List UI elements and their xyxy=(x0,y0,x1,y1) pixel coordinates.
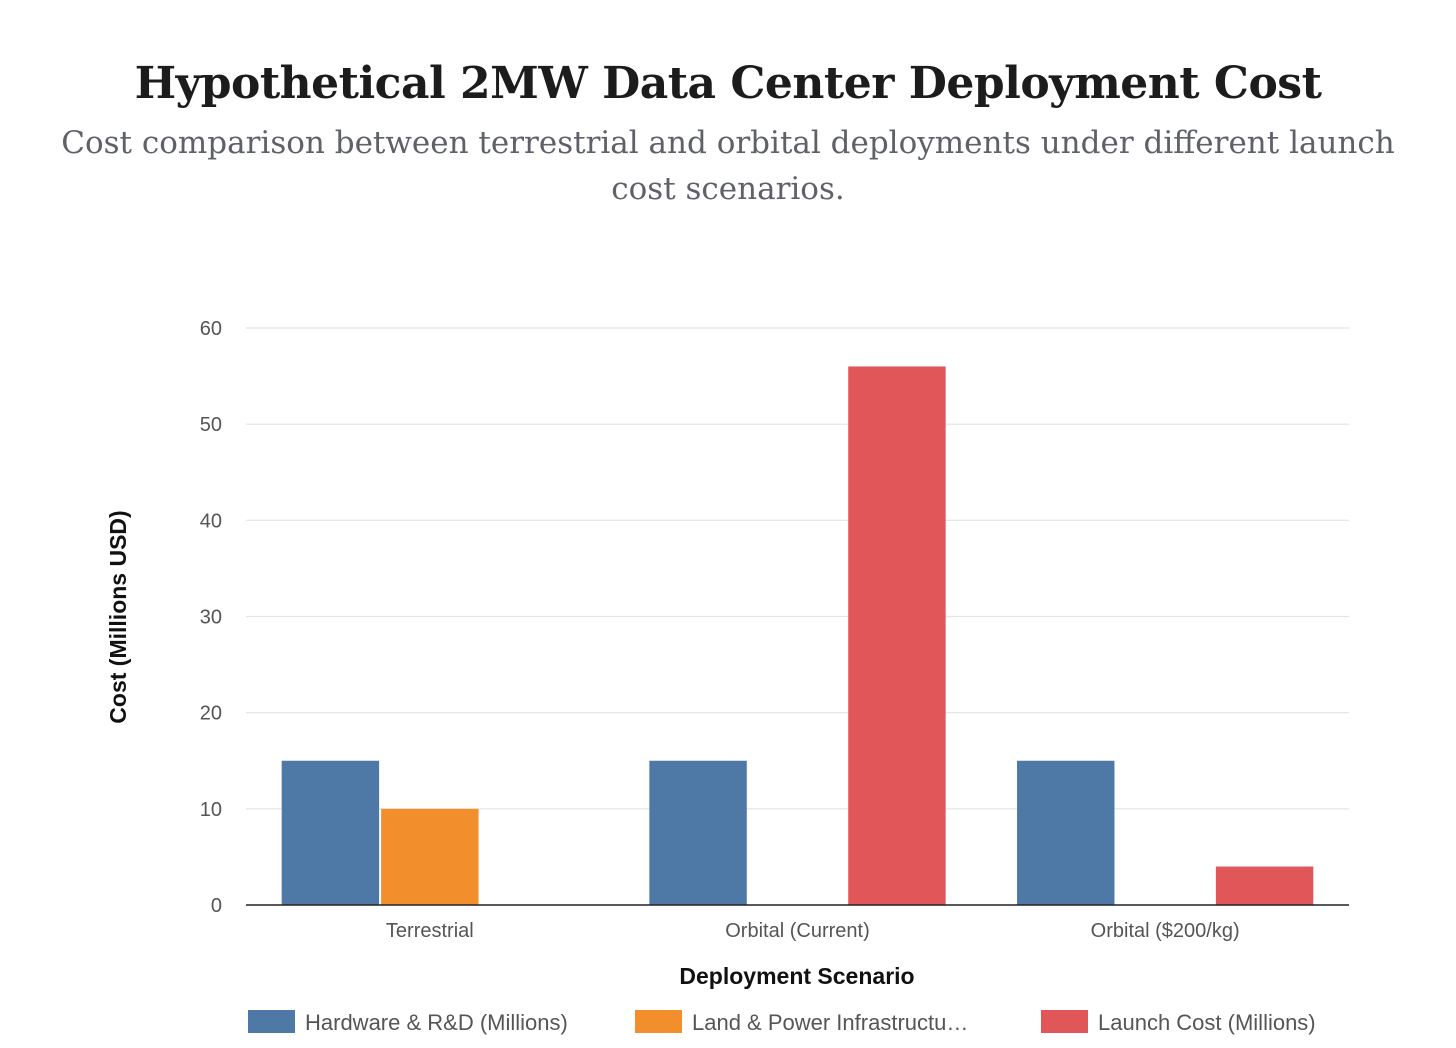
legend-label[interactable]: Land & Power Infrastructu… xyxy=(692,1010,968,1035)
bar[interactable] xyxy=(281,760,380,905)
y-tick-label: 60 xyxy=(200,318,222,340)
legend-label[interactable]: Hardware & R&D (Millions) xyxy=(305,1010,568,1035)
y-tick-label: 40 xyxy=(200,510,222,532)
bar[interactable] xyxy=(649,760,747,905)
legend-swatch[interactable] xyxy=(1041,1010,1088,1033)
y-tick-label: 30 xyxy=(200,607,222,629)
y-tick-labels: 0 10 20 30 40 50 60 xyxy=(200,318,222,917)
gridlines xyxy=(246,327,1349,810)
y-tick-label: 20 xyxy=(200,703,222,725)
x-tick-labels: Terrestrial Orbital (Current) Orbital ($20… xyxy=(386,920,1240,942)
legend-swatch[interactable] xyxy=(635,1010,682,1033)
bar[interactable] xyxy=(1017,760,1115,905)
chart-subtitle: Cost comparison between terrestrial and … xyxy=(61,125,1395,207)
bar[interactable] xyxy=(848,366,946,905)
y-tick-label: 50 xyxy=(200,414,222,436)
x-tick-label: Orbital ($200/kg) xyxy=(1091,920,1240,942)
y-tick-label: 0 xyxy=(211,895,222,917)
chart-title: Hypothetical 2MW Data Center Deployment … xyxy=(134,58,1322,109)
legend-label[interactable]: Launch Cost (Millions) xyxy=(1098,1010,1316,1035)
x-axis-title: Deployment Scenario xyxy=(679,963,914,989)
x-tick-label: Orbital (Current) xyxy=(725,920,869,942)
bar[interactable] xyxy=(381,808,479,905)
legend-swatch[interactable] xyxy=(248,1010,295,1033)
bars xyxy=(281,366,1314,905)
legend: Hardware & R&D (Millions) Land & Power In… xyxy=(248,1010,1316,1035)
y-axis-title: Cost (Millions USD) xyxy=(105,510,131,723)
y-tick-label: 10 xyxy=(200,799,222,821)
bar[interactable] xyxy=(1215,866,1314,905)
x-tick-label: Terrestrial xyxy=(386,920,474,942)
